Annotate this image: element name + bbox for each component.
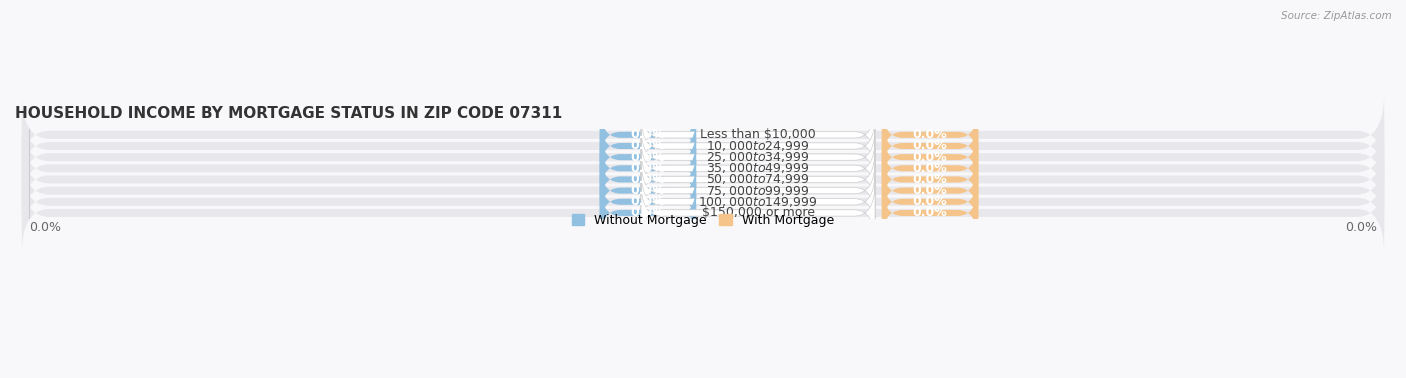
Text: 0.0%: 0.0%: [1346, 221, 1378, 234]
Text: $150,000 or more: $150,000 or more: [702, 206, 814, 220]
Text: 0.0%: 0.0%: [912, 162, 948, 175]
FancyBboxPatch shape: [641, 149, 875, 210]
Text: 0.0%: 0.0%: [630, 195, 665, 208]
Text: 0.0%: 0.0%: [912, 173, 948, 186]
FancyBboxPatch shape: [641, 127, 875, 187]
Text: 0.0%: 0.0%: [630, 162, 665, 175]
FancyBboxPatch shape: [600, 104, 696, 165]
FancyBboxPatch shape: [641, 138, 875, 199]
FancyBboxPatch shape: [600, 149, 696, 210]
Text: Source: ZipAtlas.com: Source: ZipAtlas.com: [1281, 11, 1392, 21]
FancyBboxPatch shape: [641, 160, 875, 221]
FancyBboxPatch shape: [22, 161, 1384, 242]
Text: $35,000 to $49,999: $35,000 to $49,999: [706, 161, 810, 175]
Text: 0.0%: 0.0%: [912, 128, 948, 141]
FancyBboxPatch shape: [22, 150, 1384, 231]
FancyBboxPatch shape: [22, 94, 1384, 175]
Text: 0.0%: 0.0%: [912, 151, 948, 164]
FancyBboxPatch shape: [22, 172, 1384, 254]
FancyBboxPatch shape: [882, 183, 979, 243]
Text: 0.0%: 0.0%: [630, 128, 665, 141]
Text: 0.0%: 0.0%: [630, 206, 665, 220]
FancyBboxPatch shape: [641, 104, 875, 165]
FancyBboxPatch shape: [600, 160, 696, 221]
FancyBboxPatch shape: [882, 171, 979, 232]
FancyBboxPatch shape: [22, 105, 1384, 187]
Text: 0.0%: 0.0%: [912, 139, 948, 152]
Text: 0.0%: 0.0%: [912, 195, 948, 208]
FancyBboxPatch shape: [882, 116, 979, 177]
FancyBboxPatch shape: [600, 127, 696, 187]
FancyBboxPatch shape: [641, 172, 875, 232]
Text: $100,000 to $149,999: $100,000 to $149,999: [699, 195, 818, 209]
FancyBboxPatch shape: [22, 139, 1384, 220]
FancyBboxPatch shape: [600, 183, 696, 243]
FancyBboxPatch shape: [22, 116, 1384, 198]
FancyBboxPatch shape: [882, 149, 979, 210]
FancyBboxPatch shape: [641, 116, 875, 176]
Text: 0.0%: 0.0%: [630, 184, 665, 197]
Text: 0.0%: 0.0%: [28, 221, 60, 234]
Text: $10,000 to $24,999: $10,000 to $24,999: [706, 139, 810, 153]
FancyBboxPatch shape: [600, 171, 696, 232]
FancyBboxPatch shape: [882, 104, 979, 165]
FancyBboxPatch shape: [882, 138, 979, 199]
FancyBboxPatch shape: [641, 183, 875, 243]
Legend: Without Mortgage, With Mortgage: Without Mortgage, With Mortgage: [567, 209, 839, 232]
FancyBboxPatch shape: [22, 128, 1384, 209]
FancyBboxPatch shape: [882, 127, 979, 187]
Text: $75,000 to $99,999: $75,000 to $99,999: [706, 184, 810, 198]
Text: 0.0%: 0.0%: [912, 184, 948, 197]
FancyBboxPatch shape: [600, 138, 696, 199]
Text: 0.0%: 0.0%: [912, 206, 948, 220]
Text: Less than $10,000: Less than $10,000: [700, 128, 815, 141]
Text: 0.0%: 0.0%: [630, 151, 665, 164]
Text: $25,000 to $34,999: $25,000 to $34,999: [706, 150, 810, 164]
FancyBboxPatch shape: [600, 116, 696, 177]
Text: HOUSEHOLD INCOME BY MORTGAGE STATUS IN ZIP CODE 07311: HOUSEHOLD INCOME BY MORTGAGE STATUS IN Z…: [15, 106, 562, 121]
Text: 0.0%: 0.0%: [630, 139, 665, 152]
FancyBboxPatch shape: [882, 160, 979, 221]
Text: $50,000 to $74,999: $50,000 to $74,999: [706, 172, 810, 186]
Text: 0.0%: 0.0%: [630, 173, 665, 186]
